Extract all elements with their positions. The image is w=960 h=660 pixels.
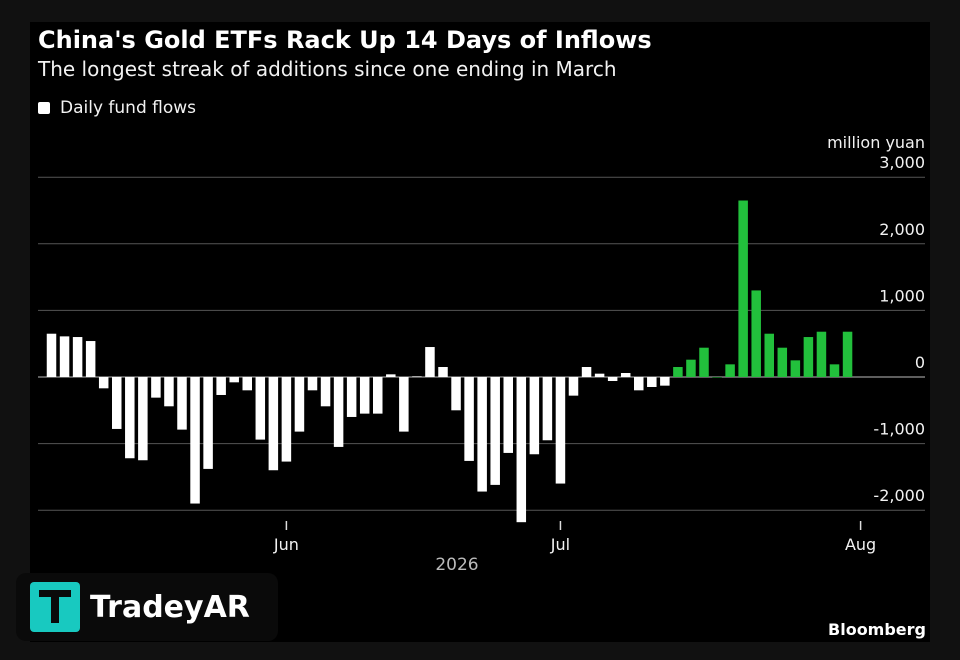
bar: [529, 377, 540, 455]
bar: [203, 377, 213, 469]
x-tick-label: Aug: [845, 535, 876, 554]
bar: [164, 377, 174, 407]
bar: [399, 377, 409, 432]
bar: [516, 377, 527, 523]
bar: [568, 377, 579, 396]
bar: [307, 377, 318, 391]
bar: [346, 377, 357, 417]
bar: [647, 377, 657, 387]
bar: [242, 377, 252, 391]
bar: [842, 331, 853, 377]
chart-title: China's Gold ETFs Rack Up 14 Days of Inf…: [38, 26, 652, 54]
bar: [320, 377, 331, 407]
bar: [620, 373, 631, 377]
source-label: Bloomberg: [828, 620, 926, 639]
legend: Daily fund flows: [38, 98, 196, 118]
bar: [542, 377, 553, 441]
legend-label: Daily fund flows: [60, 98, 197, 118]
chart-card: [30, 22, 930, 642]
bar: [581, 367, 592, 377]
bar: [85, 341, 96, 377]
bar: [72, 337, 83, 377]
bar: [738, 200, 748, 377]
bar: [386, 374, 396, 377]
bar: [216, 377, 226, 395]
tradeyar-logo-icon: [30, 582, 80, 632]
bar: [790, 360, 801, 377]
bar: [451, 377, 461, 411]
bar: [594, 373, 605, 377]
y-tick-label: -2,000: [873, 486, 925, 505]
legend-swatch: [38, 102, 50, 114]
bar: [125, 377, 135, 459]
bar: [699, 347, 709, 377]
chart-subtitle: The longest streak of additions since on…: [38, 57, 617, 81]
bar: [555, 377, 566, 484]
bar: [725, 364, 735, 377]
bar: [464, 377, 474, 461]
bar: [59, 336, 70, 377]
bar: [333, 377, 344, 447]
bar: [151, 377, 161, 398]
bar: [255, 377, 266, 440]
bar: [268, 377, 279, 471]
bar: [190, 377, 200, 504]
bar: [294, 377, 305, 432]
bar: [359, 377, 370, 414]
bar: [490, 377, 500, 485]
bar: [829, 364, 840, 377]
x-tick-label: Jul: [550, 535, 570, 554]
y-tick-label: -1,000: [873, 420, 925, 439]
bar: [229, 377, 239, 383]
x-year-label: 2026: [435, 555, 478, 575]
bar: [816, 331, 827, 377]
watermark: TradeyAR: [16, 573, 278, 641]
bars: [46, 200, 853, 523]
bar: [503, 377, 513, 453]
bar: [425, 347, 435, 377]
bar: [686, 359, 696, 377]
bar: [177, 377, 187, 430]
bar: [673, 367, 683, 377]
watermark-text: TradeyAR: [90, 589, 250, 625]
bar: [803, 337, 814, 377]
bar: [373, 377, 383, 414]
bar: [138, 377, 148, 461]
y-axis-unit-label: million yuan: [827, 133, 925, 152]
bar: [438, 367, 448, 377]
y-tick-label: 1,000: [879, 286, 925, 305]
bar: [477, 377, 487, 492]
bar: [751, 290, 761, 377]
x-tick-label: Jun: [273, 535, 299, 554]
y-tick-label: 3,000: [879, 153, 925, 172]
bar: [46, 333, 57, 377]
y-tick-label: 2,000: [879, 220, 925, 239]
bar: [764, 333, 774, 377]
bar: [660, 377, 670, 386]
bar: [112, 377, 122, 429]
bar: [712, 377, 722, 378]
axes: 3,000 2,000 1,000 0 -1,000 -2,000 Jun Jul Aug 202…: [273, 153, 925, 575]
bar: [777, 347, 788, 377]
bar: [634, 377, 644, 391]
bar: [281, 377, 292, 462]
bar: [98, 377, 109, 389]
bar: [607, 377, 618, 381]
y-tick-label: 0: [915, 353, 925, 372]
bar: [412, 376, 422, 377]
